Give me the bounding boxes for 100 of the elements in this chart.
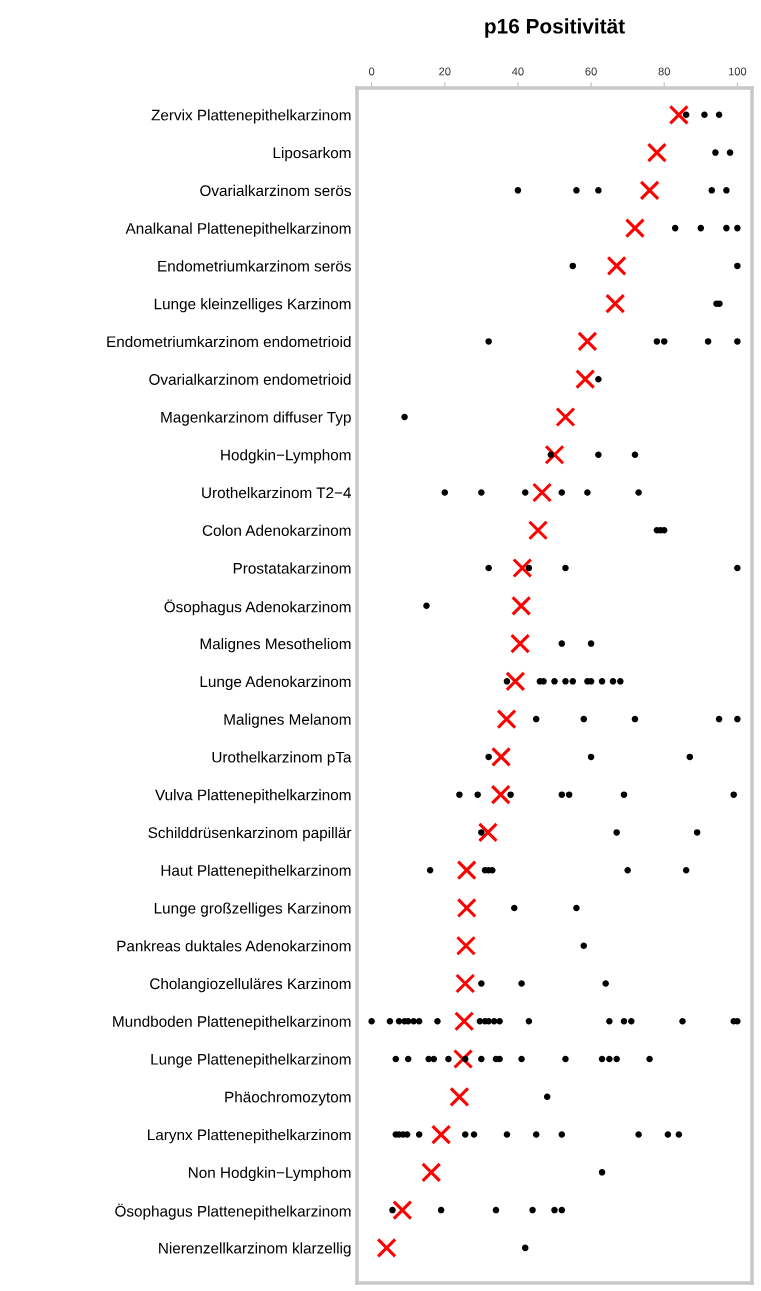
y-tick-label: Phäochromozytom xyxy=(225,1091,351,1106)
point xyxy=(456,860,477,881)
point xyxy=(518,980,525,987)
point xyxy=(430,1055,438,1063)
point xyxy=(595,451,602,458)
point xyxy=(532,715,540,723)
y-tick-label: Non Hodgkin−Lymphom xyxy=(188,1166,351,1182)
point xyxy=(595,187,602,194)
y-tick-label: Colon Adenokarzinom xyxy=(202,524,351,536)
point xyxy=(514,187,522,194)
y-tick-label: Ösophagus Plattenepithelkarzinom xyxy=(115,1203,351,1220)
point xyxy=(679,1018,686,1025)
point xyxy=(489,866,496,874)
point xyxy=(478,980,485,987)
point xyxy=(462,1131,469,1138)
point xyxy=(415,1131,423,1138)
point xyxy=(518,1055,525,1063)
point xyxy=(544,444,565,465)
x-tick-label: 100 xyxy=(728,67,747,76)
point xyxy=(573,187,580,194)
point xyxy=(485,564,492,572)
point xyxy=(734,262,741,270)
point xyxy=(478,829,485,836)
y-tick-label: Prostatakarzinom xyxy=(233,562,351,574)
point xyxy=(512,558,533,579)
point xyxy=(617,678,624,685)
point xyxy=(392,1200,413,1221)
point xyxy=(577,331,598,352)
y-tick-label: Mundboden Plattenepithelkarzinom xyxy=(113,1015,351,1030)
point xyxy=(478,1055,485,1063)
point xyxy=(368,1018,375,1025)
point xyxy=(598,1169,606,1176)
y-tick-label: Endometriumkarzinom serös xyxy=(158,260,351,272)
point xyxy=(646,1055,653,1063)
x-tick-label: 60 xyxy=(585,67,597,76)
point xyxy=(587,753,595,761)
point xyxy=(602,980,609,987)
point xyxy=(423,602,430,610)
point xyxy=(609,678,617,685)
y-tick-label: Lunge kleinzelliges Karzinom xyxy=(154,298,351,313)
point xyxy=(569,678,577,685)
point xyxy=(521,489,529,496)
point xyxy=(455,973,476,994)
point xyxy=(532,1131,540,1138)
point xyxy=(478,489,485,496)
point xyxy=(543,1093,551,1101)
y-tick-label: Larynx Plattenepithelkarzinom xyxy=(148,1129,351,1144)
y-tick-label: Zervix Plattenepithelkarzinom xyxy=(151,109,351,124)
point xyxy=(584,489,591,496)
point xyxy=(555,406,576,427)
y-tick-label: Vulva Plattenepithelkarzinom xyxy=(155,789,351,804)
point xyxy=(613,1055,620,1063)
y-tick-label: Malignes Mesotheliom xyxy=(200,638,351,653)
point xyxy=(485,338,492,345)
point xyxy=(470,1131,478,1138)
point xyxy=(401,413,408,421)
point xyxy=(712,149,719,156)
point xyxy=(496,709,517,730)
point xyxy=(496,1055,503,1063)
point xyxy=(595,375,602,383)
point xyxy=(620,1018,628,1025)
y-tick-label: Ovarialkarzinom endometrioid xyxy=(149,373,351,385)
x-tick-label: 80 xyxy=(658,67,670,76)
point xyxy=(646,142,667,163)
point xyxy=(682,866,690,874)
y-tick-label: Magenkarzinom diffuser Typ xyxy=(161,411,351,426)
point xyxy=(510,633,531,654)
point xyxy=(551,678,558,685)
point xyxy=(580,942,588,949)
point xyxy=(462,1055,469,1063)
point xyxy=(376,1237,397,1258)
chart-title: p16 Positivität xyxy=(485,18,625,38)
point xyxy=(562,1055,569,1063)
point xyxy=(569,262,577,270)
point xyxy=(395,1018,403,1025)
point xyxy=(547,451,555,458)
point xyxy=(730,791,737,798)
point xyxy=(441,489,449,496)
point xyxy=(551,1206,558,1214)
point xyxy=(631,715,639,723)
point xyxy=(734,564,741,572)
point xyxy=(715,715,723,723)
point xyxy=(620,791,628,798)
y-tick-label: Haut Plattenepithelkarzinom xyxy=(161,864,351,879)
y-tick-label: Schilddrüsenkarzinom papillär xyxy=(148,826,352,842)
y-tick-label: Endometriumkarzinom endometrioid xyxy=(107,335,351,348)
point xyxy=(734,1018,741,1025)
point xyxy=(525,1018,533,1025)
point xyxy=(606,1055,613,1063)
point xyxy=(562,564,569,572)
point xyxy=(734,338,741,345)
point xyxy=(573,904,580,912)
point xyxy=(503,1131,511,1138)
point xyxy=(580,715,588,723)
y-tick-label: Nierenzellkarzinom klarzellig xyxy=(159,1242,351,1257)
point xyxy=(660,338,668,345)
point xyxy=(565,791,573,798)
point xyxy=(532,482,553,503)
point xyxy=(723,224,730,232)
point xyxy=(558,640,566,647)
